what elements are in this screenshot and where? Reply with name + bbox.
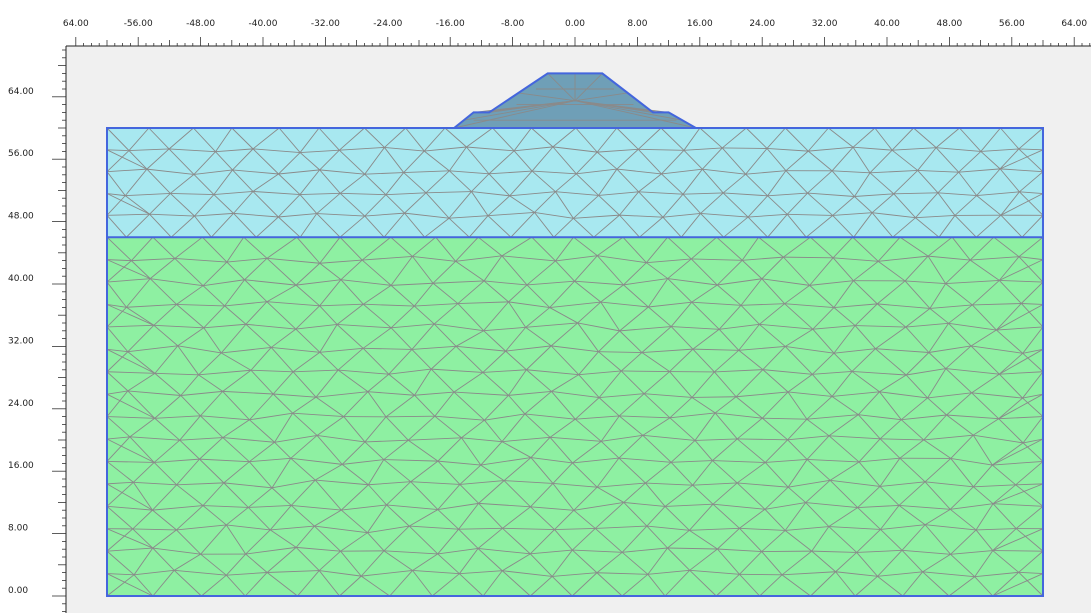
ruler-y-tick-label: 16.00 bbox=[8, 461, 34, 471]
ruler-x-tick-label: 16.00 bbox=[687, 19, 713, 29]
ruler-x-tick-label: 24.00 bbox=[749, 19, 775, 29]
ruler-x-tick-label: -24.00 bbox=[373, 19, 402, 29]
ruler-x-tick-label: -56.00 bbox=[124, 19, 153, 29]
vertical-ruler: 64.00 56.00 48.00 40.00 32.00 24.00 16.00 8.00 0… bbox=[0, 46, 67, 613]
layer-boundaries bbox=[106, 72, 1044, 597]
ruler-x-tick-label: 40.00 bbox=[874, 19, 900, 29]
ruler-y-tick-label: 24.00 bbox=[8, 399, 34, 409]
ruler-y-tick-label: 56.00 bbox=[8, 149, 34, 159]
soil-layers bbox=[107, 73, 1043, 596]
ruler-x-tick-label: 48.00 bbox=[937, 19, 963, 29]
upper-soil-layer[interactable] bbox=[107, 128, 1043, 238]
ruler-x-tick-label: -40.00 bbox=[248, 19, 277, 29]
ruler-y-tick-label: 40.00 bbox=[8, 274, 34, 284]
ruler-y-tick-label: 32.00 bbox=[8, 336, 34, 346]
ruler-x-tick-label: -32.00 bbox=[311, 19, 340, 29]
ruler-x-tick-label: 8.00 bbox=[627, 19, 647, 29]
ruler-x-tick-label: 0.00 bbox=[565, 19, 585, 29]
embankment-boundary[interactable] bbox=[451, 72, 700, 129]
geometry-model[interactable] bbox=[106, 72, 1044, 597]
ruler-x-tick-label: -16.00 bbox=[436, 19, 465, 29]
ruler-y-tick-label: 64.00 bbox=[8, 87, 34, 97]
ruler-y-tick-label: 8.00 bbox=[8, 524, 28, 534]
ruler-x-tick-label: 56.00 bbox=[999, 19, 1025, 29]
lower-soil-layer[interactable] bbox=[107, 237, 1043, 596]
ruler-y-tick-label: 0.00 bbox=[8, 586, 28, 596]
finite-element-mesh bbox=[106, 73, 1044, 597]
ruler-x-tick-label: -8.00 bbox=[501, 19, 525, 29]
ruler-x-tick-label: 64.00 bbox=[63, 19, 89, 29]
ruler-x-tick-label: -48.00 bbox=[186, 19, 215, 29]
ruler-y-tick-label: 48.00 bbox=[8, 212, 34, 222]
horizontal-ruler: 64.00 -56.00 -48.00 -40.00 -32.00 -24.00 -16.0… bbox=[0, 0, 1091, 47]
ruler-x-tick-label: 64.00 bbox=[1061, 19, 1087, 29]
ruler-x-tick-label: 32.00 bbox=[812, 19, 838, 29]
